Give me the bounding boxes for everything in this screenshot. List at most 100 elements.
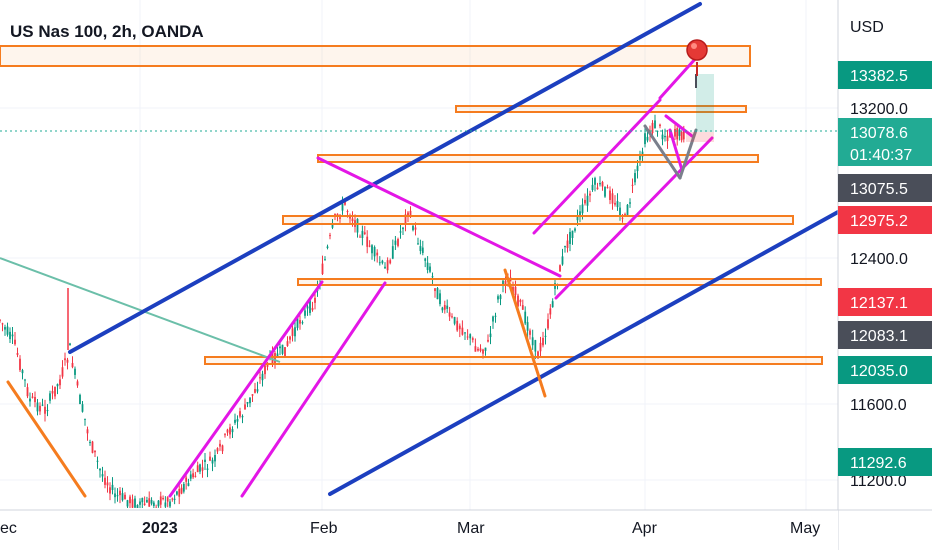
- candle-body: [601, 182, 604, 187]
- candle-body: [489, 333, 492, 338]
- candle-body: [301, 322, 304, 324]
- candle-body: [636, 165, 639, 172]
- candle-body: [71, 363, 74, 368]
- candle-body: [6, 326, 9, 335]
- candle-body: [376, 252, 379, 256]
- candle-body: [96, 460, 99, 462]
- candle-body: [466, 336, 469, 338]
- candle-body: [150, 499, 153, 504]
- candle-body: [164, 502, 167, 507]
- candle-body: [86, 429, 89, 434]
- y-tick: 12400.0: [850, 251, 908, 268]
- candle-body: [524, 311, 527, 324]
- candle-body: [74, 368, 76, 375]
- candle-body: [226, 429, 229, 433]
- candle-body: [439, 293, 441, 305]
- candle-body: [246, 401, 249, 404]
- candle-body: [56, 384, 59, 387]
- candle-body: [59, 379, 61, 386]
- candle-body: [152, 502, 155, 506]
- candle-body: [346, 211, 349, 213]
- candle-body: [284, 347, 286, 357]
- time-axis[interactable]: [0, 510, 838, 550]
- candle-body: [101, 474, 104, 477]
- candle-body: [139, 501, 141, 505]
- candle-body: [512, 286, 514, 294]
- candle-body: [209, 456, 211, 461]
- candle-body: [173, 498, 176, 500]
- x-tick: 2023: [142, 520, 178, 537]
- candle-body: [381, 260, 384, 264]
- candle-body: [384, 266, 386, 269]
- candle-body: [544, 335, 547, 337]
- marker-pin[interactable]: [686, 39, 708, 76]
- candle-body: [304, 310, 306, 316]
- candle-body: [409, 210, 412, 216]
- candle-body: [564, 245, 566, 248]
- candle-body: [479, 348, 482, 351]
- grid: [0, 0, 838, 510]
- candle-body: [286, 341, 289, 346]
- candle-body: [561, 256, 564, 265]
- candle-body: [16, 353, 19, 355]
- candle-body: [386, 260, 389, 271]
- candle-body: [44, 406, 46, 414]
- candle-body: [31, 396, 34, 398]
- candles: [0, 114, 685, 508]
- candle-body: [389, 260, 392, 264]
- candle-body: [294, 327, 296, 337]
- candle-body: [46, 410, 49, 412]
- candle-body: [482, 349, 484, 354]
- candle-body: [99, 468, 101, 471]
- candle-body: [54, 386, 56, 397]
- candle-body: [49, 393, 51, 401]
- candle-body: [349, 216, 351, 219]
- zone-12975: [282, 215, 794, 225]
- candle-body: [79, 394, 81, 405]
- candle-body: [109, 487, 111, 494]
- candle-body: [9, 331, 11, 340]
- orange-strokes: [6, 268, 547, 498]
- candle-body: [399, 231, 402, 233]
- candle-body: [659, 124, 661, 127]
- candle-body: [69, 343, 71, 346]
- candle-body: [281, 344, 284, 354]
- candle-body: [241, 416, 244, 418]
- candle-body: [368, 245, 371, 247]
- price-badge: [838, 288, 932, 316]
- price-badge: [838, 321, 932, 349]
- candle-body: [36, 402, 39, 412]
- candle-body: [129, 496, 131, 504]
- y-ticks: 13200.0 12400.0 11600.0 11200.0: [850, 101, 908, 490]
- candle-body: [231, 429, 234, 433]
- candle-body: [651, 122, 654, 133]
- candle-body: [542, 337, 544, 346]
- candle-body: [629, 202, 631, 204]
- candle-body: [504, 280, 507, 286]
- candle-body: [309, 299, 311, 313]
- price-badge: [838, 448, 932, 476]
- x-tick: Mar: [457, 520, 485, 537]
- candle-body: [646, 136, 649, 141]
- candle-body: [614, 202, 616, 205]
- candle-body: [334, 213, 336, 216]
- candle-body: [221, 445, 224, 452]
- candle-body: [279, 346, 281, 349]
- candle-body: [254, 389, 256, 393]
- candle-body: [341, 203, 344, 211]
- candle-body: [586, 195, 589, 206]
- candle-body: [180, 487, 183, 494]
- candle-body: [314, 297, 316, 303]
- candle-body: [599, 183, 601, 185]
- price-badge-label: 12035.0: [850, 363, 908, 380]
- candle-body: [464, 332, 466, 334]
- candle-body: [604, 186, 606, 197]
- blue-channel: [68, 2, 840, 496]
- candle-body: [611, 193, 614, 204]
- price-badge: [838, 61, 932, 89]
- candle-body: [141, 498, 144, 503]
- x-ticks: ec 2023 Feb Mar Apr May: [0, 520, 820, 537]
- candle-body: [549, 308, 552, 315]
- candle-body: [143, 503, 146, 505]
